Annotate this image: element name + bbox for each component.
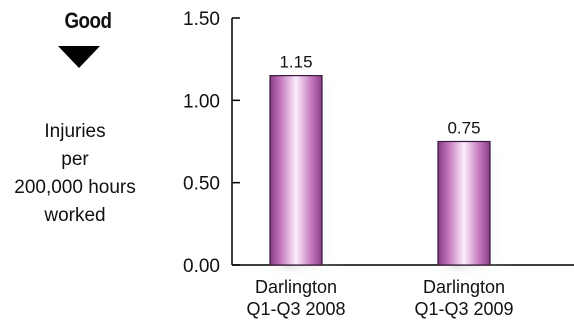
y-axis-label-line: Injuries	[44, 121, 106, 142]
y-axis-label-line: 200,000 hours	[14, 177, 136, 198]
bar	[437, 140, 491, 266]
bar	[269, 75, 323, 266]
bars: 1.15 0.75	[269, 53, 508, 266]
y-tick-label: 0.00	[183, 256, 220, 277]
y-tick-label: 1.50	[183, 9, 220, 30]
x-category-label: Q1-Q3 2009	[414, 299, 513, 319]
x-category-label: Darlington	[255, 277, 337, 297]
x-category-label: Darlington	[423, 277, 505, 297]
data-label: 0.75	[447, 119, 480, 138]
good-indicator-label: Good	[64, 8, 112, 33]
y-axis-label: Injuries per 200,000 hours worked	[0, 118, 150, 230]
y-tick-label: 1.00	[183, 91, 220, 112]
down-triangle-icon	[58, 46, 100, 68]
x-category-label: Q1-Q3 2008	[246, 299, 345, 319]
y-axis-label-line: per	[61, 149, 89, 170]
y-axis-label-line: worked	[44, 205, 106, 226]
y-tick-label: 0.50	[183, 174, 220, 195]
data-label: 1.15	[279, 53, 312, 72]
